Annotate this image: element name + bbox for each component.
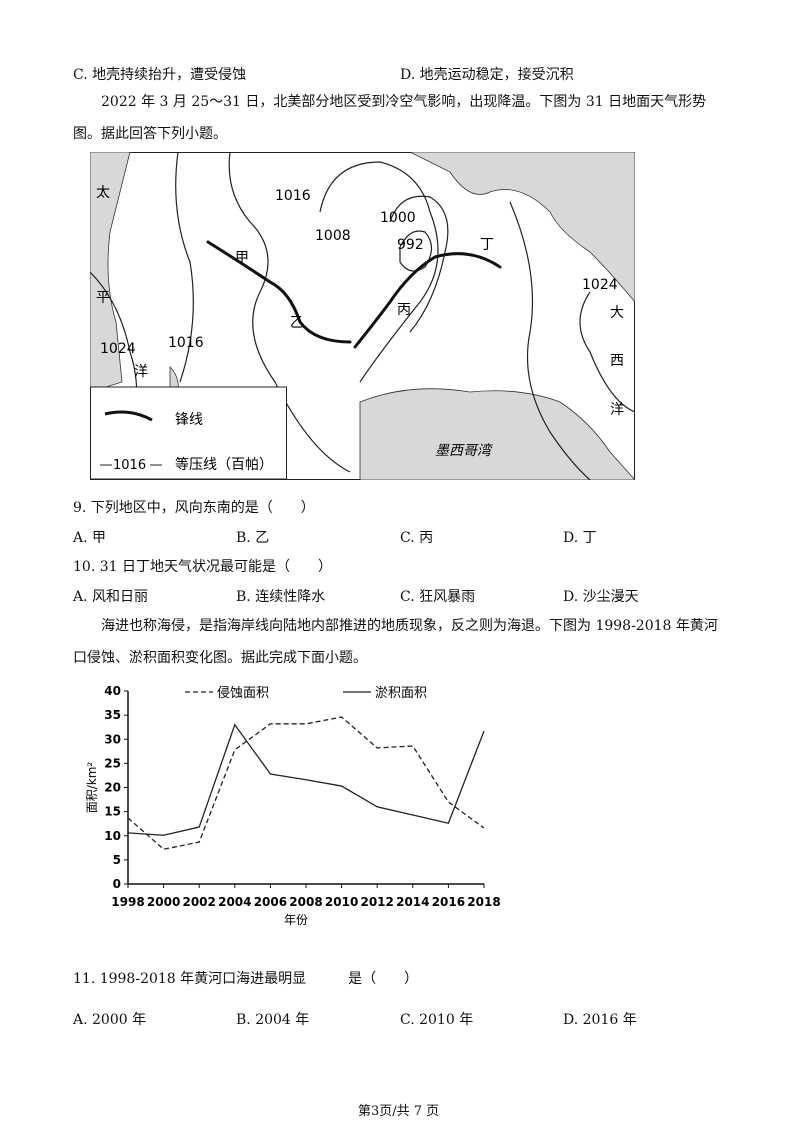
option: D. 地壳运动稳定，接受沉积: [400, 67, 574, 83]
weather-map: 锋线 1016 等压线（百帕） 1016 1008 1000 992 1016 …: [90, 152, 635, 480]
isobar-label: 1016: [168, 335, 204, 351]
isobar-label: 1000: [380, 210, 416, 226]
place-label: 甲: [235, 250, 249, 266]
place-label: 丁: [480, 237, 494, 253]
option: C. 狂风暴雨: [400, 589, 476, 605]
option: C. 丙: [400, 530, 434, 546]
option: A. 风和日丽: [73, 589, 149, 605]
ocean-label: 太: [96, 185, 110, 201]
legend-label: 等压线（百帕）: [175, 456, 273, 473]
x-tick-label: 2016: [432, 895, 465, 909]
y-tick-label: 10: [104, 829, 121, 843]
option: A. 2000 年: [73, 1012, 147, 1028]
x-axis-label: 年份: [284, 913, 308, 927]
isobar-label: 1008: [315, 228, 351, 244]
x-tick-label: 2006: [254, 895, 287, 909]
paragraph: 海进也称海侵，是指海岸线向陆地内部推进的地质现象，反之则为海退。下图为 1998…: [73, 618, 718, 666]
legend-label: 侵蚀面积: [217, 685, 269, 701]
option: C. 2010 年: [400, 1012, 474, 1028]
ocean-label: 平: [96, 290, 110, 306]
footer: 第3页/共 7 页: [358, 1104, 440, 1119]
y-tick-label: 15: [104, 805, 121, 819]
place-label: 乙: [290, 315, 304, 331]
y-tick-label: 5: [113, 853, 121, 867]
series-line: [127, 723, 485, 836]
question: 11. 1998-2018 年黄河口海进最明显 是（ ）: [73, 971, 419, 987]
legend-label: 淤积面积: [375, 686, 427, 701]
option: B. 连续性降水: [236, 589, 326, 605]
legend-sample: 1016: [113, 458, 146, 473]
y-tick-label: 20: [104, 781, 121, 795]
option: C. 地壳持续抬升，遭受侵蚀: [73, 67, 247, 83]
question: 9. 下列地区中，风向东南的是（ ）: [73, 500, 315, 516]
isobar-label: 992: [397, 237, 424, 253]
x-tick-label: 2008: [289, 895, 322, 909]
option: B. 乙: [236, 530, 270, 546]
ocean-label: 西: [610, 353, 624, 369]
series-line: [127, 716, 485, 850]
y-tick-label: 0: [113, 877, 121, 891]
x-tick-label: 2010: [325, 895, 358, 909]
x-tick-label: 1998: [111, 895, 144, 909]
x-tick-label: 2012: [360, 895, 393, 909]
place-label: 丙: [397, 302, 411, 318]
isobar-label: 1024: [100, 341, 136, 357]
option: A. 甲: [73, 530, 107, 546]
x-tick-label: 2002: [182, 895, 215, 909]
y-tick-label: 30: [104, 732, 121, 746]
isobar-label: 1024: [582, 277, 618, 293]
y-tick-label: 25: [104, 756, 121, 770]
question: 10. 31 日丁地天气状况最可能是（ ）: [73, 559, 332, 575]
isobar-label: 1016: [275, 188, 311, 204]
y-axis-label: 面积/km²: [85, 762, 99, 814]
option: D. 丁: [563, 530, 597, 546]
x-tick-label: 2014: [396, 895, 429, 909]
gulf-label: 墨西哥湾: [435, 443, 493, 459]
line-chart: 0 5 10 15 20 25 30 35 40 1998 2000 2002 2004 2006 2008…: [85, 684, 501, 927]
legend-label: 锋线: [175, 412, 203, 428]
ocean-label: 洋: [610, 402, 624, 418]
x-tick-label: 2004: [218, 895, 251, 909]
ocean-label: 大: [610, 305, 624, 321]
paragraph: 2022 年 3 月 25～31 日，北美部分地区受到冷空气影响，出现降温。下图…: [73, 94, 707, 142]
option: D. 2016 年: [563, 1012, 637, 1028]
ocean-label: 洋: [134, 364, 148, 380]
x-tick-label: 2018: [467, 895, 500, 909]
x-tick-label: 2000: [147, 895, 180, 909]
y-tick-label: 40: [104, 684, 121, 698]
y-tick-label: 35: [104, 708, 121, 722]
option: D. 沙尘漫天: [563, 589, 639, 605]
option: B. 2004 年: [236, 1012, 310, 1028]
